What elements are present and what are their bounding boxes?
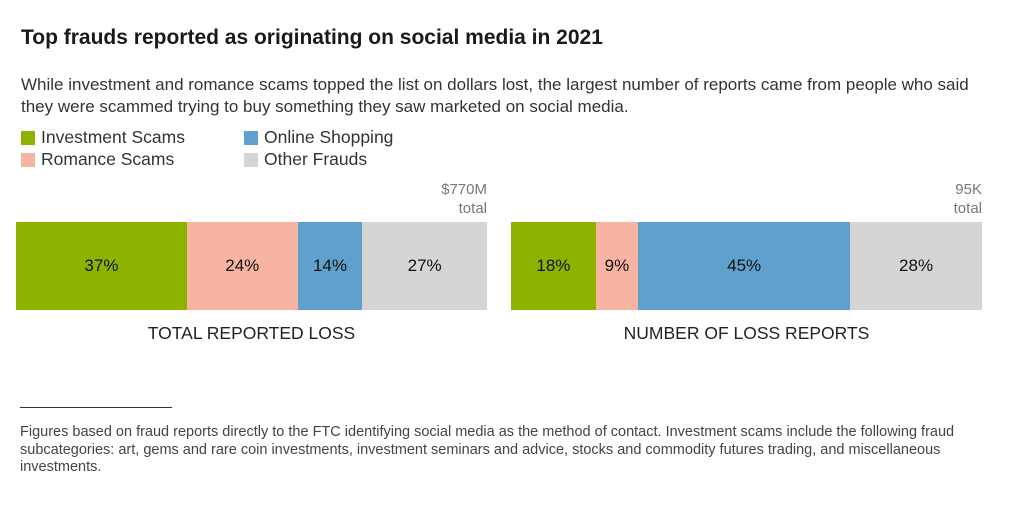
- total-word: total: [953, 200, 982, 217]
- legend-item-romance: Romance Scams: [21, 149, 174, 170]
- total-value: 95K: [955, 181, 982, 198]
- data-label: 9%: [604, 256, 630, 275]
- data-label: 18%: [536, 256, 571, 275]
- bar-segment-online-shopping: 45%: [638, 222, 851, 310]
- bar-segment-investment-scams: 18%: [511, 222, 596, 310]
- data-label: 14%: [312, 256, 347, 275]
- x-axis-label: NUMBER OF LOSS REPORTS: [623, 323, 870, 343]
- data-label: 45%: [727, 256, 762, 275]
- legend-label: Romance Scams: [41, 149, 175, 169]
- data-label: 24%: [225, 256, 260, 275]
- total-annotation: 95K total: [954, 180, 982, 218]
- legend-swatch: [21, 152, 35, 167]
- data-label: 37%: [84, 256, 119, 275]
- chart-title: Top frauds reported as originating on so…: [21, 26, 603, 49]
- bar-segment-online-shopping: 14%: [297, 222, 363, 310]
- legend-swatch: [244, 152, 258, 167]
- bar-segment-other-frauds: 27%: [362, 222, 487, 310]
- footnote: Figures based on fraud reports directly …: [20, 424, 955, 475]
- legend-label: Investment Scams: [41, 127, 185, 147]
- legend-item-other: Other Frauds: [244, 149, 367, 170]
- legend-label: Other Frauds: [264, 149, 368, 169]
- total-annotation: $770M total: [441, 180, 487, 218]
- data-label: 28%: [899, 256, 934, 275]
- stacked-bar: 18% 9% 45% 28%: [511, 222, 982, 310]
- bar-segment-investment-scams: 37%: [16, 222, 187, 310]
- x-axis-label: TOTAL REPORTED LOSS: [147, 323, 356, 343]
- legend-label: Online Shopping: [264, 127, 394, 147]
- legend-item-shopping: Online Shopping: [244, 127, 393, 148]
- chart-subtitle: While investment and romance scams toppe…: [21, 75, 969, 116]
- footnote-divider: [20, 407, 172, 408]
- bar-segment-other-frauds: 28%: [850, 222, 982, 310]
- bar-segment-romance-scams: 24%: [186, 222, 298, 310]
- bar-segment-romance-scams: 9%: [595, 222, 639, 310]
- legend-swatch: [21, 130, 35, 145]
- total-word: total: [458, 200, 487, 217]
- data-label: 27%: [407, 256, 442, 275]
- chart-total-loss: $770M total 37% 24% 14% 27% TOTAL REPORTED L…: [16, 180, 487, 350]
- stacked-bar: 37% 24% 14% 27%: [16, 222, 487, 310]
- legend-swatch: [244, 130, 258, 145]
- chart-loss-reports: 95K total 18% 9% 45% 28% NUMBER OF LOSS REPO…: [511, 180, 982, 350]
- legend-item-investment: Investment Scams: [21, 127, 185, 148]
- total-value: $770M: [441, 181, 487, 198]
